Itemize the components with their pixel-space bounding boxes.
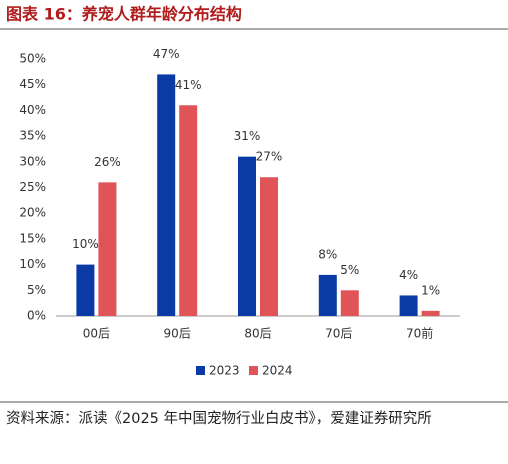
y-tick-label: 40% <box>19 103 46 117</box>
bar <box>399 295 418 316</box>
bar <box>421 310 440 316</box>
y-tick-label: 45% <box>19 77 46 91</box>
value-label: 1% <box>421 283 440 297</box>
legend-swatch <box>196 366 205 375</box>
bar <box>157 74 176 316</box>
x-tick-label: 70后 <box>325 327 352 341</box>
legend-label: 2023 <box>209 364 240 378</box>
value-label: 5% <box>340 263 359 277</box>
y-tick-label: 20% <box>19 206 46 220</box>
bar <box>318 274 337 316</box>
value-label: 4% <box>399 268 418 282</box>
y-tick-label: 30% <box>19 154 46 168</box>
bar <box>98 182 117 316</box>
source-note: 资料来源：派读《2025 年中国宠物行业白皮书》，爱建证券研究所 <box>6 411 432 427</box>
legend-swatch <box>249 366 258 375</box>
bar <box>340 290 359 316</box>
bar <box>260 177 278 316</box>
y-tick-label: 5% <box>27 283 46 297</box>
bar <box>76 264 95 316</box>
value-label: 41% <box>175 78 202 92</box>
value-label: 27% <box>256 150 283 164</box>
x-tick-label: 90后 <box>164 327 191 341</box>
bar <box>238 156 256 316</box>
x-tick-label: 70前 <box>406 326 433 341</box>
value-label: 47% <box>153 47 180 61</box>
x-tick-label: 80后 <box>244 327 271 341</box>
value-label: 31% <box>234 129 261 143</box>
value-label: 26% <box>94 155 121 169</box>
legend-label: 2024 <box>262 364 293 378</box>
y-tick-label: 0% <box>27 309 46 323</box>
value-label: 10% <box>72 237 99 251</box>
y-tick-label: 15% <box>19 231 46 245</box>
y-tick-label: 10% <box>19 257 46 271</box>
y-tick-label: 25% <box>19 180 46 194</box>
y-tick-label: 35% <box>19 129 46 143</box>
chart-title: 图表 16：养宠人群年龄分布结构 <box>6 5 242 24</box>
bar <box>179 105 198 316</box>
value-label: 8% <box>318 247 337 261</box>
x-tick-label: 00后 <box>83 327 110 341</box>
y-tick-label: 50% <box>19 52 46 66</box>
